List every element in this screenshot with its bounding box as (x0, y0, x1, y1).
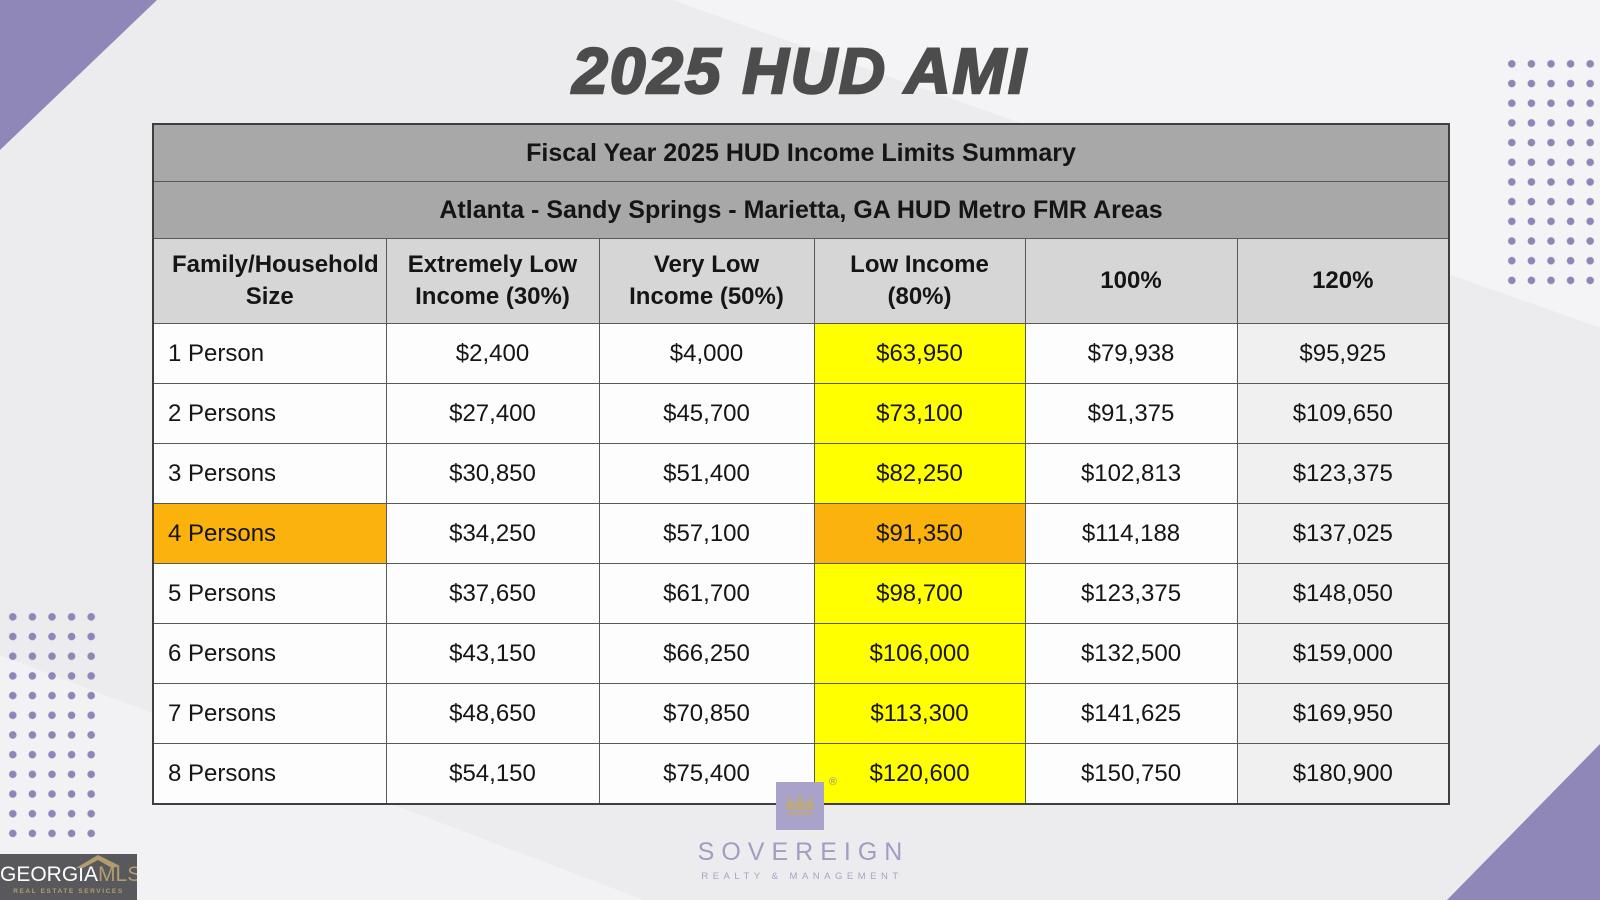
income-cell: $57,100 (598, 503, 815, 564)
table-subtitle: Atlanta - Sandy Springs - Marietta, GA H… (152, 181, 1450, 239)
income-cell: $27,400 (385, 383, 600, 444)
income-cell: $141,625 (1024, 683, 1238, 744)
sovereign-brand-text: SOVEREIGN (697, 838, 910, 866)
income-cell: $45,700 (598, 383, 815, 444)
income-cell: $66,250 (598, 623, 815, 684)
income-cell: $51,400 (598, 443, 815, 504)
income-cell: $109,650 (1236, 383, 1450, 444)
income-cell: $34,250 (385, 503, 600, 564)
household-size-cell: 7 Persons (152, 683, 387, 744)
georgia-mls-tagline: REAL ESTATE SERVICES (13, 888, 124, 895)
income-cell-highlighted: $63,950 (813, 323, 1026, 384)
income-cell: $148,050 (1236, 563, 1450, 624)
income-cell-highlighted: $113,300 (813, 683, 1026, 744)
income-cell: $123,375 (1236, 443, 1450, 504)
table-title: Fiscal Year 2025 HUD Income Limits Summa… (152, 123, 1450, 182)
income-cell-highlighted: $91,350 (813, 503, 1026, 564)
income-limits-table: Fiscal Year 2025 HUD Income Limits Summa… (152, 123, 1451, 805)
income-cell: $169,950 (1236, 683, 1450, 744)
income-cell: $150,750 (1024, 743, 1238, 805)
sovereign-logo: ® SOVEREIGN REALTY & MANAGEMENT (0, 776, 1600, 882)
dot-grid-top-right (1502, 54, 1600, 290)
income-cell: $79,938 (1024, 323, 1238, 384)
income-cell: $54,150 (385, 743, 600, 805)
household-size-cell: 6 Persons (152, 623, 387, 684)
sovereign-tagline: REALTY & MANAGEMENT (701, 871, 903, 882)
table-row: 2 Persons $27,400 $45,700 $73,100 $91,37… (152, 383, 1450, 444)
income-cell: $180,900 (1236, 743, 1450, 805)
georgia-mls-logo: GEORGIAMLS REAL ESTATE SERVICES (0, 854, 137, 900)
household-size-cell: 8 Persons (152, 743, 387, 805)
income-cell: $102,813 (1024, 443, 1238, 504)
household-size-cell: 5 Persons (152, 563, 387, 624)
column-header: 100% (1024, 238, 1238, 324)
income-cell: $2,400 (385, 323, 600, 384)
page-title: 2025 HUD AMI (571, 34, 1028, 108)
income-cell-highlighted: $106,000 (813, 623, 1026, 684)
column-header: Very Low Income (50%) (598, 238, 815, 324)
household-size-cell-highlighted: 4 Persons (152, 503, 387, 564)
income-cell: $123,375 (1024, 563, 1238, 624)
mls-text: MLS (98, 863, 137, 886)
household-size-cell: 1 Person (152, 323, 387, 384)
table-row-highlighted: 4 Persons $34,250 $57,100 $91,350 $114,1… (152, 503, 1450, 564)
column-header: Extremely Low Income (30%) (385, 238, 600, 324)
corner-triangle-bottom-right (1447, 744, 1600, 900)
registered-trademark-symbol: ® (828, 776, 837, 788)
income-cell-highlighted: $98,700 (813, 563, 1026, 624)
income-cell: $4,000 (598, 323, 815, 384)
income-cell: $91,375 (1024, 383, 1238, 444)
income-cell: $137,025 (1236, 503, 1450, 564)
table-banner-row: Fiscal Year 2025 HUD Income Limits Summa… (152, 123, 1450, 182)
income-cell: $159,000 (1236, 623, 1450, 684)
column-header-row: Family/Household Size Extremely Low Inco… (152, 238, 1450, 324)
table-row: 1 Person $2,400 $4,000 $63,950 $79,938 $… (152, 323, 1450, 384)
income-cell: $70,850 (598, 683, 815, 744)
table-row: 3 Persons $30,850 $51,400 $82,250 $102,8… (152, 443, 1450, 504)
income-cell-highlighted: $82,250 (813, 443, 1026, 504)
income-cell: $95,925 (1236, 323, 1450, 384)
household-size-cell: 3 Persons (152, 443, 387, 504)
income-cell: $30,850 (385, 443, 600, 504)
table-row: 5 Persons $37,650 $61,700 $98,700 $123,3… (152, 563, 1450, 624)
table-row: 6 Persons $43,150 $66,250 $106,000 $132,… (152, 623, 1450, 684)
income-cell: $61,700 (598, 563, 815, 624)
sovereign-logo-mark: ® (776, 776, 837, 830)
column-header: Family/Household Size (152, 238, 387, 324)
table-banner-row: Atlanta - Sandy Springs - Marietta, GA H… (152, 181, 1450, 239)
income-cell-highlighted: $120,600 (813, 743, 1026, 805)
income-cell: $48,650 (385, 683, 600, 744)
table-row: 7 Persons $48,650 $70,850 $113,300 $141,… (152, 683, 1450, 744)
dot-grid-bottom-left (3, 607, 101, 843)
roof-icon (76, 855, 120, 873)
georgia-text: GEORGIA (0, 863, 99, 886)
income-cell-highlighted: $73,100 (813, 383, 1026, 444)
column-header: 120% (1236, 238, 1450, 324)
georgia-mls-wordmark: GEORGIAMLS (0, 864, 137, 885)
column-header: Low Income (80%) (813, 238, 1026, 324)
crown-icon (781, 787, 819, 826)
income-cell: $43,150 (385, 623, 600, 684)
table-row: 8 Persons $54,150 $75,400 $120,600 $150,… (152, 743, 1450, 805)
income-cell: $37,650 (385, 563, 600, 624)
income-cell: $114,188 (1024, 503, 1238, 564)
household-size-cell: 2 Persons (152, 383, 387, 444)
income-cell: $132,500 (1024, 623, 1238, 684)
corner-triangle-top-left (0, 0, 157, 150)
